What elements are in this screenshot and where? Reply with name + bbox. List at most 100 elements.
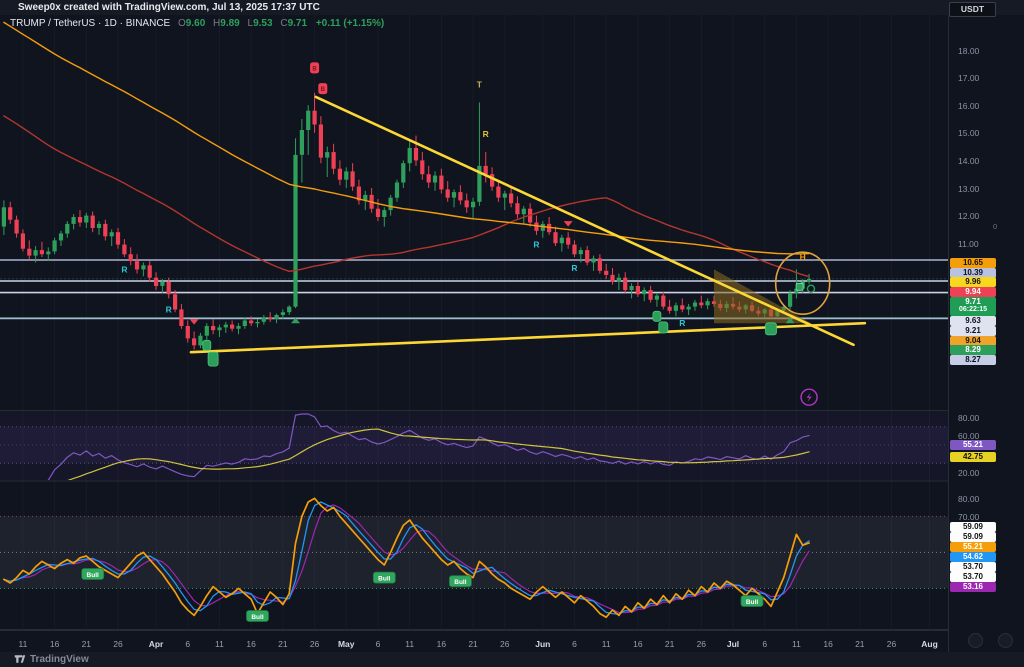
rsi-tick-label: 80.00 — [958, 413, 980, 424]
price-axis[interactable]: 18.00 17.00 16.00 15.00 14.00 13.00 12.00 11.00… — [948, 15, 1024, 652]
price-tick-label: 18.00 — [958, 45, 980, 56]
time-tick-label: 26 — [309, 639, 320, 649]
stoch-value-label: 53.70 — [950, 572, 996, 582]
svg-text:R: R — [166, 304, 172, 314]
rsi-value-label: 55.21 — [950, 440, 996, 450]
scale-settings-button[interactable] — [998, 633, 1013, 648]
axis-zero-label: 0 — [993, 222, 998, 231]
ohlc-close-value: 9.71 — [287, 18, 308, 29]
stoch-tick-label: 80.00 — [958, 493, 980, 504]
svg-text:R: R — [483, 129, 489, 139]
currency-toggle-button[interactable]: USDT — [949, 2, 996, 17]
stoch-tick-label: 70.00 — [958, 511, 980, 522]
stoch-value-label: 53.16 — [950, 582, 996, 592]
time-tick-label: 11 — [791, 639, 801, 649]
time-tick-label: Apr — [148, 639, 164, 649]
time-tick-label: May — [337, 639, 355, 649]
tradingview-watermark[interactable]: TradingView — [14, 653, 89, 665]
stoch-value-label: 53.70 — [950, 562, 996, 572]
price-tick-label: 12.00 — [958, 211, 980, 222]
time-tick-label: 16 — [633, 639, 643, 649]
timezone-button[interactable] — [968, 633, 983, 648]
ohlc-low-value: 9.53 — [253, 18, 273, 29]
stoch-value-label: 54.62 — [950, 552, 996, 562]
time-tick-label: 21 — [664, 639, 675, 649]
svg-text:Bull: Bull — [746, 599, 758, 606]
price-label-9.94: 9.94 — [950, 287, 996, 298]
price-label-9.71: 9.71 06:22:15 — [950, 296, 996, 316]
ohlc-high-key: H — [213, 18, 221, 29]
stoch-value-label: 59.09 — [950, 522, 996, 532]
price-tick-label: 16.00 — [958, 100, 980, 111]
time-tick-label: 16 — [823, 639, 833, 649]
svg-text:B: B — [312, 66, 317, 72]
price-label-10.39: 10.39 — [950, 267, 996, 278]
price-tick-label: 11.00 — [958, 238, 979, 249]
time-tick-label: 21 — [855, 639, 865, 649]
price-label-8.27: 8.27 — [950, 355, 996, 366]
time-tick-label: 26 — [696, 639, 707, 649]
svg-text:R: R — [121, 264, 127, 274]
time-tick-label: 6 — [375, 639, 381, 649]
ohlc-high-value: 9.89 — [220, 18, 240, 29]
time-tick-label: 26 — [113, 639, 123, 649]
price-tick-label: 13.00 — [958, 183, 980, 194]
time-tick-label: 26 — [500, 639, 510, 649]
ohlc-low-key: L — [247, 18, 254, 29]
time-tick-label: 11 — [18, 639, 28, 649]
price-tick-label: 14.00 — [958, 155, 980, 166]
stoch-value-label: 55.21 — [950, 542, 996, 552]
time-axis[interactable]: 11 16 21 26 Apr 6 11 16 21 26 May 6 11 16 21 26 Jun 6 11 16… — [0, 630, 948, 653]
time-tick-label: 11 — [601, 639, 611, 649]
page-title: Sweep0x created with TradingView.com, Ju… — [18, 2, 320, 13]
price-tick-label: 17.00 — [958, 73, 980, 84]
price-label-10.65: 10.65 — [950, 258, 996, 268]
svg-text:R: R — [533, 240, 539, 250]
time-tick-label: Aug — [921, 639, 938, 649]
svg-text:R: R — [571, 263, 577, 273]
time-tick-label: 21 — [468, 639, 478, 649]
svg-text:R: R — [679, 318, 685, 328]
symbol-name[interactable]: TRUMP / TetherUS · 1D · BINANCE — [10, 18, 171, 29]
svg-text:Bull: Bull — [251, 614, 263, 621]
price-label-9.04: 9.04 — [950, 335, 996, 346]
time-tick-label: 6 — [762, 639, 768, 649]
header-bar: Sweep0x created with TradingView.com, Ju… — [0, 0, 1024, 15]
time-tick-label: 16 — [49, 639, 60, 649]
time-tick-label: 6 — [572, 639, 577, 649]
svg-text:T: T — [477, 80, 483, 90]
svg-text:Bull: Bull — [87, 572, 99, 579]
time-tick-label: 16 — [246, 639, 256, 649]
time-tick-label: 21 — [81, 639, 92, 649]
price-label-9.96: 9.96 — [950, 277, 996, 288]
ohlc-open-value: 9.60 — [185, 18, 206, 29]
time-tick-label: 11 — [405, 639, 415, 649]
time-tick-label: 6 — [185, 639, 191, 649]
stoch-value-label: 59.09 — [950, 532, 996, 542]
change-value: +0.11 (+1.15%) — [315, 18, 385, 29]
symbol-legend[interactable]: TRUMP / TetherUS · 1D · BINANCE O9.60 H9… — [10, 18, 384, 29]
ohlc-open-key: O — [178, 18, 186, 29]
price-tick-label: 15.00 — [958, 128, 980, 139]
countdown-timer: 06:22:15 — [958, 305, 988, 313]
ohlc-close-key: C — [280, 18, 288, 29]
watermark-text: TradingView — [30, 653, 89, 665]
rsi-value-label: 42.75 — [950, 452, 996, 462]
rsi-tick-label: 20.00 — [958, 467, 980, 478]
rsi-tick-label: 60.00 — [958, 431, 980, 442]
time-tick-label: 16 — [436, 639, 447, 649]
svg-text:Bull: Bull — [454, 579, 466, 586]
price-label-9.21: 9.21 — [950, 326, 996, 336]
time-tick-label: 21 — [278, 639, 288, 649]
svg-text:Bull: Bull — [378, 575, 390, 582]
price-label-9.63: 9.63 — [950, 316, 996, 327]
time-tick-label: Jun — [535, 639, 551, 649]
price-label-8.29: 8.29 — [950, 345, 996, 356]
time-tick-label: 26 — [886, 639, 897, 649]
tradingview-logo-icon — [14, 655, 26, 663]
svg-text:B: B — [321, 87, 326, 93]
time-tick-label: 11 — [215, 639, 224, 649]
svg-text:H: H — [800, 252, 806, 262]
